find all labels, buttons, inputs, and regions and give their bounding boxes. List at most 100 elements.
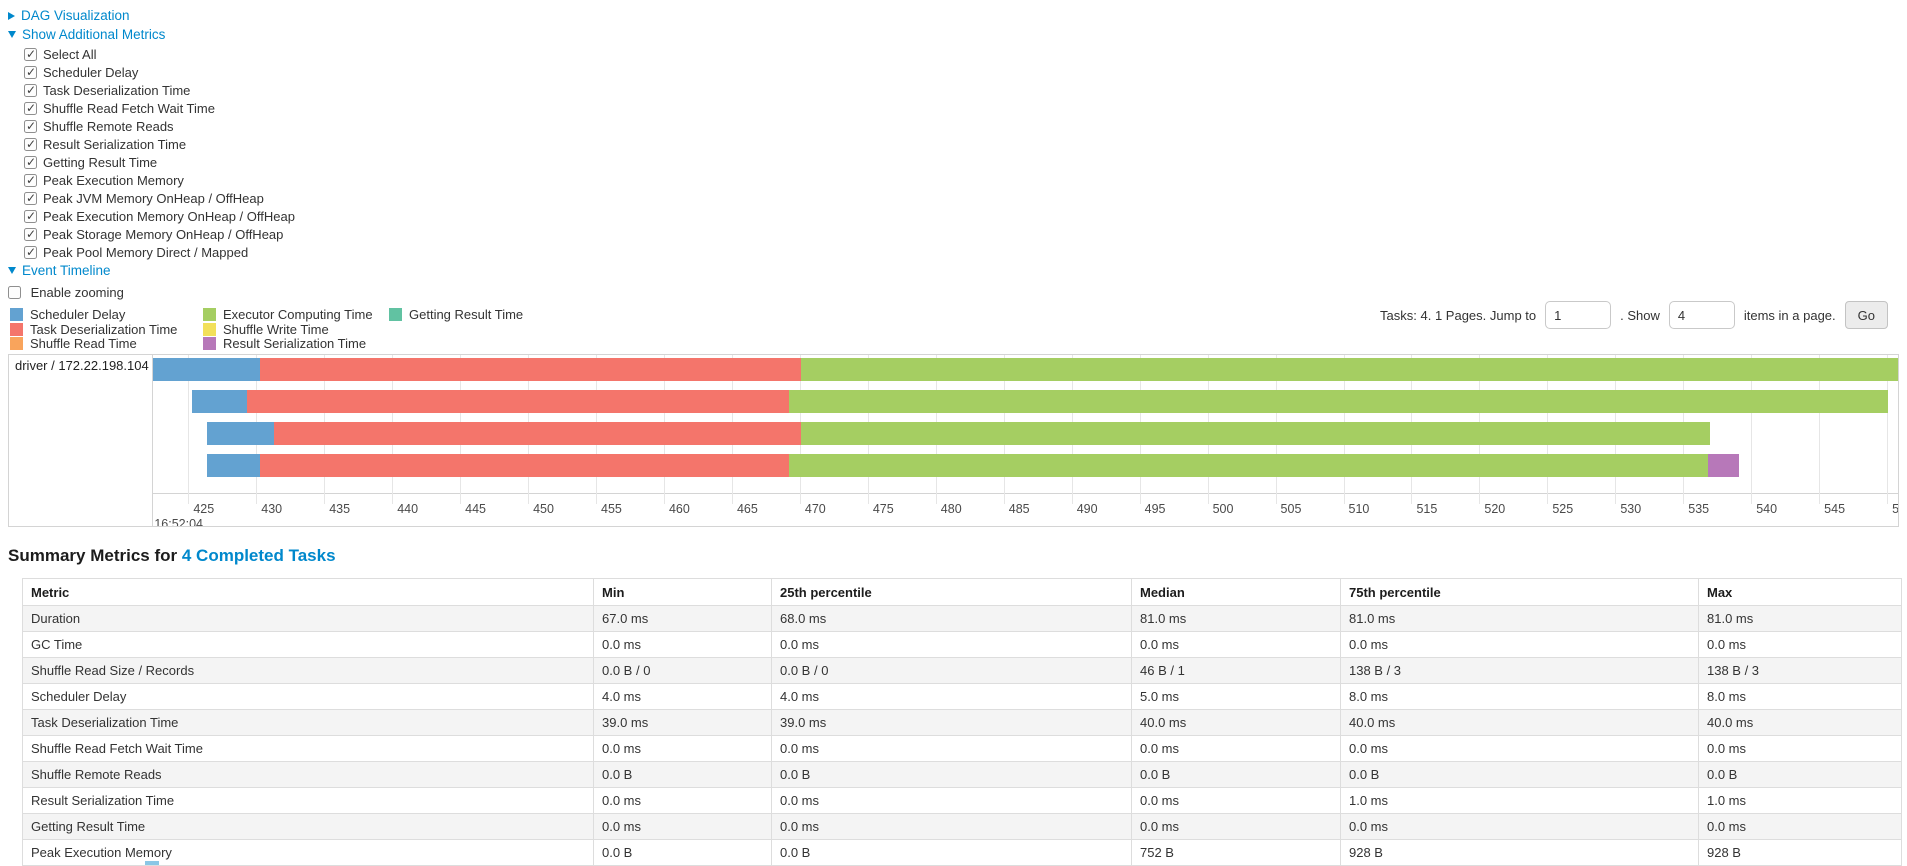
enable-zooming-row: Enable zooming <box>8 283 124 301</box>
shuffle-write-swatch-icon <box>203 322 216 336</box>
gridline <box>1751 355 1753 493</box>
dag-visualization-label[interactable]: DAG Visualization <box>21 8 130 23</box>
legend-label: Result Serialization Time <box>223 336 367 351</box>
task-segment-scheduler-delay[interactable] <box>207 422 274 445</box>
metric-value-cell: 4.0 ms <box>771 683 1132 710</box>
metric-checkbox-row: Getting Result Time <box>24 153 157 171</box>
timeline-task-bar[interactable] <box>153 390 1898 413</box>
timeline-task-bar[interactable] <box>153 358 1898 381</box>
show-additional-metrics-link[interactable]: Show Additional Metrics <box>8 27 165 43</box>
metric-value-cell: 39.0 ms <box>771 709 1132 736</box>
axis-tick-mark <box>324 493 326 504</box>
legend-item: Result Serialization Time <box>203 337 366 351</box>
metric-checkbox[interactable] <box>24 64 37 81</box>
jump-to-page-input[interactable] <box>1545 301 1612 329</box>
metric-checkbox-row: Task Deserialization Time <box>24 81 190 99</box>
expanded-arrow-icon <box>8 30 16 38</box>
timeline-task-bar[interactable] <box>153 454 1898 477</box>
task-segment-task-deserialization[interactable] <box>246 390 790 413</box>
metric-checkbox[interactable] <box>24 244 37 261</box>
task-segment-executor-computing[interactable] <box>801 358 1898 381</box>
metric-name-cell: Peak Execution Memory <box>22 839 594 866</box>
legend-label: Shuffle Read Time <box>30 336 137 351</box>
items-per-page-input[interactable] <box>1668 301 1735 329</box>
task-segment-task-deserialization[interactable] <box>260 454 790 477</box>
metric-name-cell: GC Time <box>22 631 594 658</box>
column-header: Min <box>593 578 772 606</box>
axis-tick-mark <box>1751 493 1753 504</box>
timeline-x-axis: 425 430 435 440 445 450 455 460 465 470 475 480 485 4… <box>153 493 1898 526</box>
timeline-task-bar[interactable] <box>153 422 1898 445</box>
metric-checkbox-label: Select All <box>43 47 97 63</box>
metric-value-cell: 0.0 ms <box>593 813 772 840</box>
metric-checkbox[interactable] <box>24 154 37 171</box>
metric-checkbox-row: Scheduler Delay <box>24 63 138 81</box>
metric-checkbox[interactable] <box>24 226 37 243</box>
task-segment-executor-computing[interactable] <box>801 422 1711 445</box>
axis-tick-label: 465 <box>736 502 758 516</box>
metric-value-cell: 1.0 ms <box>1698 787 1902 814</box>
axis-tick-mark <box>731 493 733 504</box>
metric-checkbox[interactable] <box>24 190 37 207</box>
metric-value-cell: 0.0 ms <box>1340 813 1699 840</box>
timeline-plot-area[interactable] <box>153 355 1898 494</box>
metric-checkbox[interactable] <box>24 82 37 99</box>
metric-checkbox[interactable] <box>24 118 37 135</box>
axis-tick-mark <box>392 493 394 504</box>
metric-name-cell: Shuffle Read Fetch Wait Time <box>22 735 594 762</box>
metric-checkbox-row: Shuffle Remote Reads <box>24 117 174 135</box>
axis-tick-label: 530 <box>1620 502 1642 516</box>
completed-tasks-link[interactable]: 4 Completed Tasks <box>181 546 336 565</box>
axis-tick-mark <box>1411 493 1413 504</box>
task-segment-scheduler-delay[interactable] <box>192 390 247 413</box>
metric-value-cell: 67.0 ms <box>593 605 772 632</box>
metric-checkbox-label: Peak Execution Memory <box>43 173 184 189</box>
legend-label: Getting Result Time <box>409 307 524 322</box>
metric-value-cell: 0.0 ms <box>1131 631 1341 658</box>
metric-value-cell: 138 B / 3 <box>1698 657 1902 684</box>
enable-zooming-checkbox[interactable] <box>8 286 21 300</box>
axis-tick-mark <box>460 493 462 504</box>
axis-tick-mark <box>1275 493 1277 504</box>
dag-visualization-link[interactable]: DAG Visualization <box>8 8 130 24</box>
task-segment-result-serialization[interactable] <box>1707 454 1739 477</box>
metric-checkbox[interactable] <box>24 172 37 189</box>
metric-checkbox-label: Peak Pool Memory Direct / Mapped <box>43 245 249 261</box>
metric-value-cell: 0.0 ms <box>1698 631 1902 658</box>
legend-item: Executor Computing Time <box>203 308 373 322</box>
metric-checkbox[interactable] <box>24 136 37 153</box>
event-timeline-label[interactable]: Event Timeline <box>22 263 111 278</box>
event-timeline-link[interactable]: Event Timeline <box>8 263 111 279</box>
metric-checkbox[interactable] <box>24 46 37 63</box>
task-deserialization-swatch-icon <box>10 322 23 336</box>
metric-checkbox[interactable] <box>24 208 37 225</box>
executor-computing-swatch-icon <box>203 308 216 321</box>
axis-tick-label: 505 <box>1280 502 1302 516</box>
timeline-group-column: driver / 172.22.198.104 <box>9 355 153 526</box>
task-segment-executor-computing[interactable] <box>789 390 1889 413</box>
legend-label: Shuffle Write Time <box>223 321 329 337</box>
task-segment-executor-computing[interactable] <box>789 454 1708 477</box>
column-header: Metric <box>22 578 594 606</box>
axis-tick-label: 430 <box>261 502 283 516</box>
metric-value-cell: 0.0 ms <box>1131 813 1341 840</box>
axis-tick-label: 520 <box>1484 502 1506 516</box>
metric-checkbox-label: Shuffle Remote Reads <box>43 119 174 135</box>
axis-tick-mark <box>256 493 258 504</box>
metric-value-cell: 0.0 ms <box>1131 735 1341 762</box>
gridline <box>188 355 190 493</box>
task-segment-scheduler-delay[interactable] <box>153 358 261 381</box>
summary-title-text: Summary Metrics for <box>8 546 178 565</box>
axis-tick-label: 500 <box>1212 502 1234 516</box>
task-segment-task-deserialization[interactable] <box>273 422 802 445</box>
task-segment-scheduler-delay[interactable] <box>207 454 261 477</box>
show-additional-metrics-label[interactable]: Show Additional Metrics <box>22 27 166 42</box>
axis-tick-label: 435 <box>329 502 351 516</box>
axis-tick-mark <box>1207 493 1209 504</box>
task-segment-task-deserialization[interactable] <box>260 358 802 381</box>
go-button[interactable]: Go <box>1844 301 1888 329</box>
metric-value-cell: 0.0 ms <box>1340 735 1699 762</box>
metric-value-cell: 81.0 ms <box>1698 605 1902 632</box>
metric-name-cell: Shuffle Read Size / Records <box>22 657 594 684</box>
metric-checkbox[interactable] <box>24 100 37 117</box>
